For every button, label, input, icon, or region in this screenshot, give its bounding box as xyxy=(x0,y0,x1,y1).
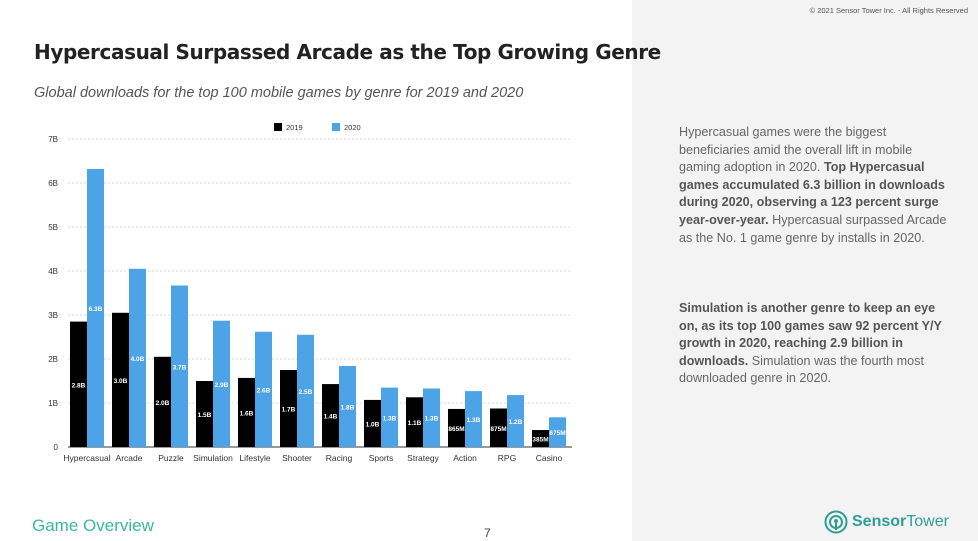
insight-paragraph-simulation: Simulation is another genre to keep an e… xyxy=(679,300,954,388)
brand-name-light: Tower xyxy=(906,513,949,530)
bar-2020-shooter xyxy=(297,334,314,447)
chart-subtitle: Global downloads for the top 100 mobile … xyxy=(34,85,524,101)
insight-highlight: Top Hypercasual games accumulated 6.3 bi… xyxy=(679,160,945,227)
bar-2019-puzzle xyxy=(154,356,171,447)
legend-label: 2020 xyxy=(344,123,361,132)
bar-2020-casino xyxy=(549,417,566,447)
bar-2020-rpg xyxy=(507,395,524,447)
bar-2019-shooter xyxy=(280,370,297,447)
x-tick-label: Simulation xyxy=(193,453,233,463)
bar-2019-arcade xyxy=(112,312,129,447)
bar-2020-sports xyxy=(381,387,398,447)
y-tick-label: 5B xyxy=(48,223,58,232)
data-label: 3.7B xyxy=(173,364,187,371)
sensor-tower-icon xyxy=(824,510,848,534)
insight-text: Hypercasual games were the biggest benef… xyxy=(679,125,913,175)
data-label: 1.6B xyxy=(240,410,254,417)
data-label: 1.8B xyxy=(341,405,355,412)
sensor-tower-logo: SensorTower xyxy=(824,510,949,534)
x-tick-label: Strategy xyxy=(407,453,439,463)
bar-2019-casino xyxy=(532,430,549,447)
bar-2019-sports xyxy=(364,399,381,447)
legend-swatch-2020 xyxy=(332,123,340,131)
insight-panel xyxy=(632,0,978,541)
bar-2019-action xyxy=(448,408,465,447)
x-tick-label: Shooter xyxy=(282,453,312,463)
brand-name-bold: Sensor xyxy=(852,513,907,530)
y-tick-label: 3B xyxy=(48,311,58,320)
x-tick-label: Lifestyle xyxy=(239,453,270,463)
data-label: 1.2B xyxy=(509,419,523,426)
brand-name: SensorTower xyxy=(852,513,949,531)
copyright-text: © 2021 Sensor Tower Inc. - All Rights Re… xyxy=(809,6,968,15)
bar-2020-puzzle xyxy=(171,285,188,447)
bar-2020-action xyxy=(465,391,482,447)
y-tick-label: 0 xyxy=(54,443,59,452)
data-label: 1.3B xyxy=(467,417,481,424)
data-label: 1.1B xyxy=(408,420,422,427)
data-label: 2.0B xyxy=(156,400,170,407)
y-tick-label: 2B xyxy=(48,355,58,364)
data-label: 1.7B xyxy=(282,407,296,414)
bar-2019-simulation xyxy=(196,381,213,447)
bar-2019-rpg xyxy=(490,408,507,447)
x-tick-label: Casino xyxy=(536,453,563,463)
data-label: 6.3B xyxy=(89,306,103,313)
data-label: 4.0B xyxy=(131,356,145,363)
page-number: 7 xyxy=(484,526,491,540)
insight-highlight: Simulation is another genre to keep an e… xyxy=(679,301,942,368)
bar-2020-arcade xyxy=(129,268,146,447)
data-label: 2.8B xyxy=(72,382,86,389)
insight-text: Simulation was the fourth most downloade… xyxy=(679,353,924,386)
page-title: Hypercasual Surpassed Arcade as the Top … xyxy=(34,40,661,64)
bar-2019-hypercasual xyxy=(70,321,87,447)
data-label: 865M xyxy=(448,426,464,433)
x-tick-label: Arcade xyxy=(116,453,143,463)
data-label: 1.3B xyxy=(425,416,439,423)
bar-2019-racing xyxy=(322,384,339,447)
x-tick-label: Racing xyxy=(326,453,353,463)
x-tick-label: Hypercasual xyxy=(63,453,110,463)
insight-paragraph-hypercasual: Hypercasual games were the biggest benef… xyxy=(679,124,954,247)
y-tick-label: 6B xyxy=(48,179,58,188)
insight-text: Hypercasual surpassed Arcade as the No. … xyxy=(679,212,947,245)
data-label: 2.6B xyxy=(257,387,271,394)
y-tick-label: 7B xyxy=(48,135,58,144)
data-label: 875M xyxy=(490,426,506,433)
data-label: 1.5B xyxy=(198,412,212,419)
legend-swatch-2019 xyxy=(274,123,282,131)
bar-2020-lifestyle xyxy=(255,331,272,447)
legend-label: 2019 xyxy=(286,123,303,132)
x-tick-label: Puzzle xyxy=(158,453,184,463)
bar-2020-racing xyxy=(339,366,356,447)
y-tick-label: 4B xyxy=(48,267,58,276)
data-label: 2.5B xyxy=(299,389,313,396)
y-tick-label: 1B xyxy=(48,399,58,408)
section-label: Game Overview xyxy=(32,516,154,535)
x-tick-label: RPG xyxy=(498,453,516,463)
data-label: 385M xyxy=(532,437,548,444)
bar-2019-lifestyle xyxy=(238,377,255,447)
data-label: 675M xyxy=(549,430,565,437)
downloads-bar-chart: 0 1B 2B 3B 4B 5B 6B 7B 2.8B 6.3B Hypercasual 3.0B 4.… xyxy=(48,123,572,463)
data-label: 1.4B xyxy=(324,414,338,421)
bar-2020-hypercasual xyxy=(87,168,104,448)
data-label: 2.9B xyxy=(215,382,229,389)
data-label: 1.0B xyxy=(366,421,380,428)
data-label: 1.3B xyxy=(383,415,397,422)
x-tick-label: Action xyxy=(453,453,477,463)
chart-panel xyxy=(0,0,632,541)
bar-2020-strategy xyxy=(423,388,440,447)
bar-2019-strategy xyxy=(406,397,423,447)
x-tick-label: Sports xyxy=(369,453,394,463)
data-label: 3.0B xyxy=(114,378,128,385)
bar-2020-simulation xyxy=(213,320,230,447)
